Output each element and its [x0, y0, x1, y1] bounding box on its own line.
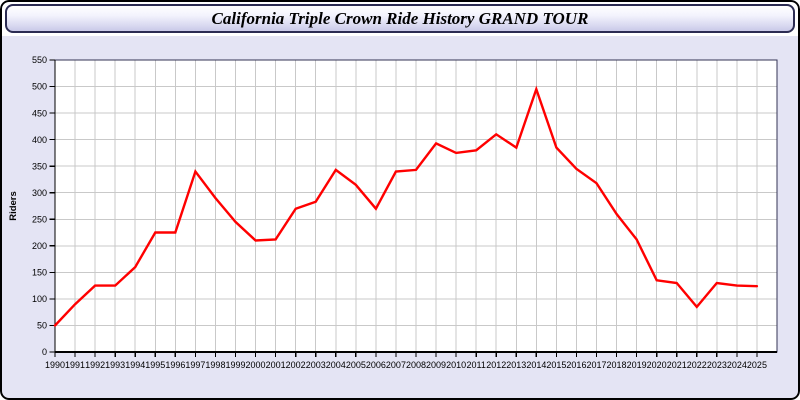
- y-axis-title: Riders: [8, 191, 19, 221]
- x-tick-label: 2019: [627, 360, 647, 370]
- y-tick-label: 400: [32, 135, 47, 145]
- x-tick-label: 1992: [85, 360, 105, 370]
- x-tick-label: 2011: [466, 360, 485, 370]
- y-tick-label: 200: [32, 241, 47, 251]
- y-tick-label: 500: [32, 82, 47, 92]
- x-tick-label: 2009: [426, 360, 446, 370]
- x-tick-label: 2015: [546, 360, 566, 370]
- x-tick-label: 2012: [486, 360, 506, 370]
- x-tick-label: 1994: [125, 360, 145, 370]
- x-tick-label: 2007: [386, 360, 406, 370]
- x-tick-label: 2001: [266, 360, 286, 370]
- x-tick-label: 2010: [446, 360, 466, 370]
- x-tick-label: 2004: [326, 360, 346, 370]
- y-tick-label: 300: [32, 188, 47, 198]
- y-tick-label: 0: [42, 347, 47, 357]
- y-tick-labels: 0 50 100 150 200 250 300 350 400 450 500 550: [32, 55, 47, 357]
- x-tick-label: 2021: [667, 360, 687, 370]
- x-tick-label: 2002: [286, 360, 306, 370]
- page-title: California Triple Crown Ride History GRA…: [211, 8, 589, 28]
- x-tick-label: 2020: [647, 360, 667, 370]
- x-tick-label: 2016: [566, 360, 586, 370]
- x-tick-label: 2023: [707, 360, 727, 370]
- y-tick-label: 150: [32, 268, 47, 278]
- axis-ticks: [49, 59, 758, 357]
- gridlines: [55, 60, 777, 352]
- x-tick-label: 1991: [65, 360, 85, 370]
- x-tick-label: 2022: [687, 360, 707, 370]
- y-tick-label: 250: [32, 214, 47, 224]
- x-tick-label: 2013: [506, 360, 526, 370]
- x-tick-label: 2025: [747, 360, 767, 370]
- x-tick-label: 1990: [45, 360, 65, 370]
- x-tick-label: 1995: [145, 360, 165, 370]
- y-tick-label: 350: [32, 161, 47, 171]
- x-tick-labels: 1990 1991 1992 1993 1994 1995 1996 1997 1998 1999…: [45, 360, 767, 370]
- x-tick-label: 1997: [185, 360, 205, 370]
- y-tick-label: 50: [37, 321, 47, 331]
- x-tick-label: 1999: [225, 360, 245, 370]
- x-tick-label: 2003: [306, 360, 326, 370]
- title-bar: California Triple Crown Ride History GRA…: [5, 4, 795, 33]
- riders-series-line: [53, 85, 759, 327]
- x-tick-label: 2018: [607, 360, 627, 370]
- y-tick-label: 100: [32, 294, 47, 304]
- y-tick-label: 450: [32, 108, 47, 118]
- x-tick-label: 2024: [727, 360, 747, 370]
- x-tick-label: 2014: [526, 360, 546, 370]
- x-tick-label: 1998: [205, 360, 225, 370]
- x-tick-label: 1993: [105, 360, 125, 370]
- x-tick-label: 2000: [246, 360, 266, 370]
- x-tick-label: 1996: [165, 360, 185, 370]
- x-tick-label: 2008: [406, 360, 426, 370]
- y-tick-label: 550: [32, 55, 47, 65]
- x-tick-label: 2005: [346, 360, 366, 370]
- x-tick-label: 2017: [586, 360, 606, 370]
- x-tick-label: 2006: [366, 360, 386, 370]
